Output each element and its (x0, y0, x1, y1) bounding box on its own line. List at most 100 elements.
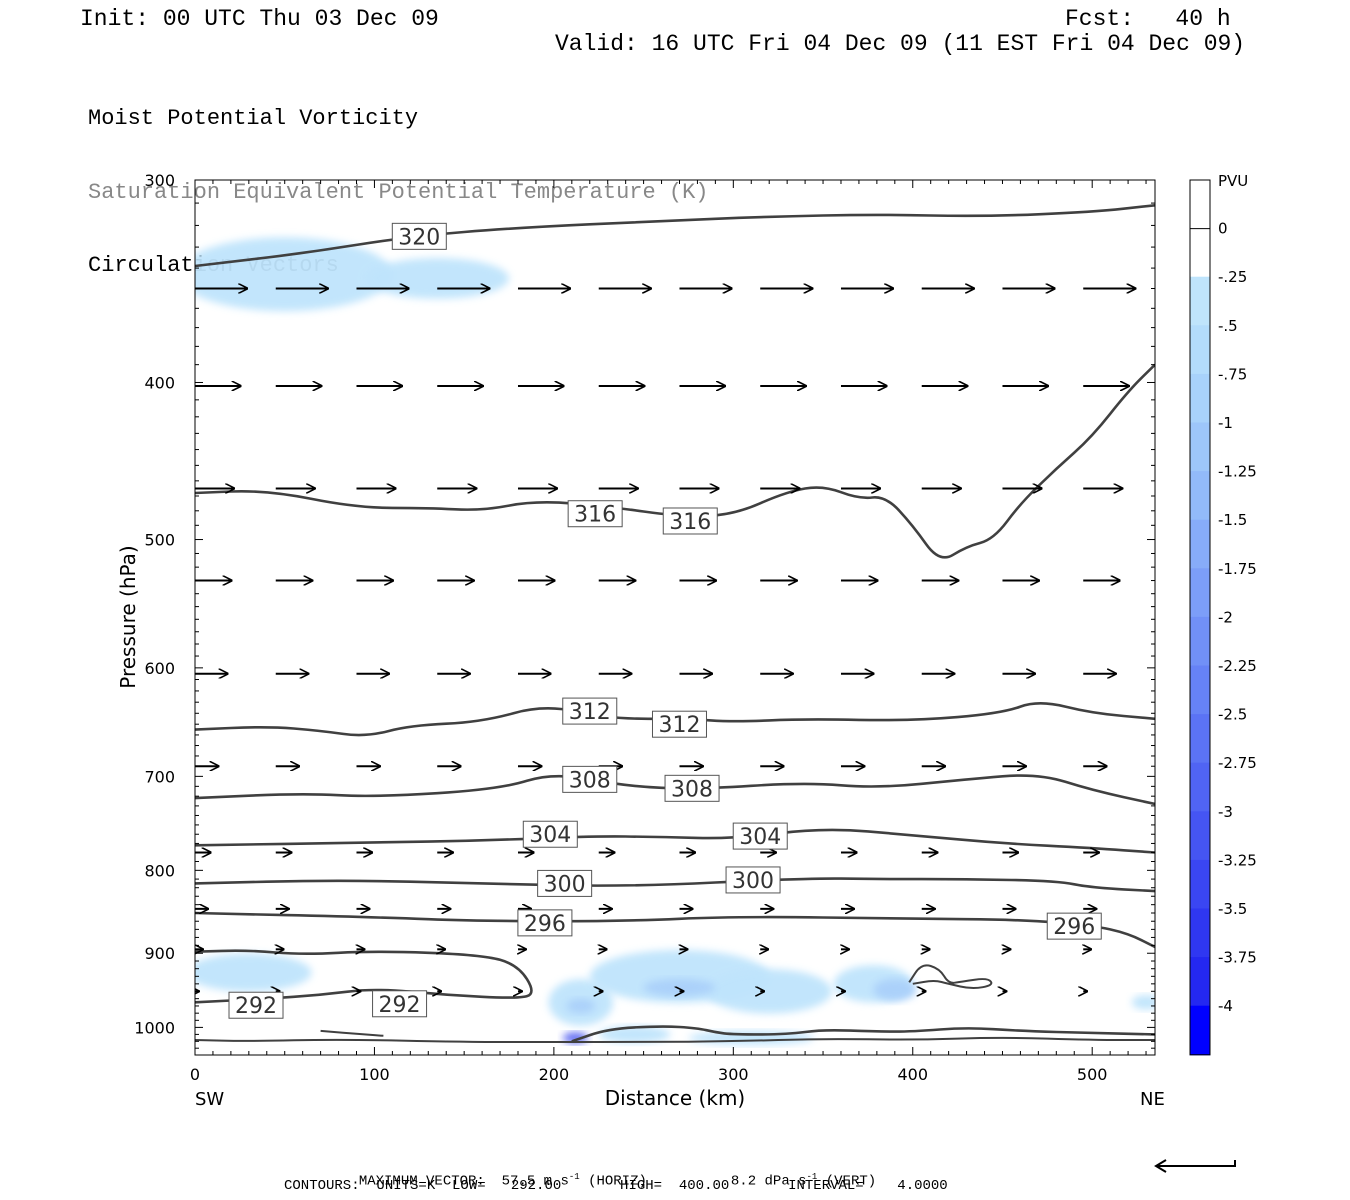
colorbar-label-5: -1.25 (1218, 463, 1257, 481)
contour-label-box (517, 909, 573, 937)
contour-label-text: 312 (569, 700, 611, 725)
max-vector-horiz-value: MAXIMUM VECTOR: 57.5 m s (358, 1173, 569, 1190)
colorbar-unit: PVU (1218, 172, 1248, 190)
field-pv: Moist Potential Vorticity (88, 106, 419, 131)
contour-label-box (664, 774, 720, 802)
contour-label-10: 300 (725, 866, 781, 894)
colorbar-swatch-12 (1189, 762, 1211, 813)
y-axis-title: Pressure (hPa) (116, 545, 140, 688)
pv-region-9 (1131, 995, 1155, 1010)
colorbar-swatch-15 (1189, 908, 1211, 959)
forecast-hour: Fcst: 40 h (1065, 6, 1231, 32)
axes: 0 100 200 300 400 500 300 400 500 600 700 800 900 100… (134, 171, 1155, 1084)
contour-300-5 (195, 877, 1155, 893)
colorbar-label-13: -3.25 (1218, 851, 1257, 869)
contour-info-line: CONTOURS: UNITS=K LOW= 292.00 HIGH= 400.… (284, 1178, 948, 1194)
contour-308-3 (195, 774, 1155, 806)
y-tick-label-5: 800 (144, 861, 175, 880)
contour-label-text: 316 (574, 503, 616, 528)
colorbar-label-6: -1.5 (1218, 511, 1247, 529)
contour-296-6 (195, 911, 1155, 949)
colorbar-label-1: -.25 (1218, 268, 1247, 286)
colorbar-swatch-1 (1190, 228, 1210, 278)
valid-time: Valid: 16 UTC Fri 04 Dec 09 (11 EST Fri … (555, 31, 1246, 57)
contour-304-4 (195, 828, 1155, 854)
contour-316-1 (195, 363, 1155, 559)
pv-region-10 (643, 978, 716, 997)
contour-label-8: 304 (732, 822, 788, 850)
contour-label-box (1046, 912, 1102, 940)
colorbar-label-11: -2.75 (1218, 754, 1257, 772)
y-tick-label-7: 1000 (134, 1018, 175, 1037)
reference-vector (1154, 1159, 1236, 1173)
contour-292-8 (195, 1036, 1155, 1044)
contour-label-box (391, 222, 447, 250)
contour-label-text: 320 (398, 225, 440, 250)
contour-label-1: 316 (567, 500, 623, 528)
max-vector-horiz-exp: -1 (568, 1172, 580, 1182)
contour-label-text: 312 (658, 713, 700, 738)
pv-region-1 (365, 257, 510, 299)
max-vector-horiz-label: (HORIZ) (588, 1173, 647, 1190)
theta-es-contours (195, 204, 1155, 1044)
contour-label-box (662, 507, 718, 535)
colorbar-label-9: -2.25 (1218, 657, 1257, 675)
colorbar-label-0: 0 (1218, 220, 1228, 238)
contour-label-9: 300 (537, 869, 593, 897)
contour-label-7: 304 (522, 820, 578, 848)
circulation-vectors (195, 288, 1216, 991)
contour-label-text: 296 (524, 912, 566, 937)
x-tick-label-5: 500 (1077, 1065, 1108, 1084)
y-tick-label-1: 400 (144, 373, 175, 392)
contour-320-0 (195, 204, 1155, 268)
colorbar-label-16: -4 (1218, 997, 1233, 1015)
colorbar-swatch-9 (1189, 616, 1211, 667)
y-tick-label-4: 700 (144, 767, 175, 786)
contour-292-11 (320, 1029, 384, 1037)
colorbar-label-12: -3 (1218, 803, 1233, 821)
pv-region-11 (566, 998, 596, 1014)
contour-label-12: 296 (1046, 912, 1102, 940)
x-tick-label-4: 400 (897, 1065, 928, 1084)
max-vector-vert-label: (VERT) (825, 1173, 877, 1190)
y-tick-label-2: 500 (144, 531, 175, 550)
contour-label-box (562, 697, 618, 725)
x-tick-label-0: 0 (190, 1065, 200, 1084)
colorbar-swatch-4 (1189, 373, 1211, 424)
colorbar-label-8: -2 (1218, 608, 1233, 626)
contour-label-text: 308 (671, 777, 713, 802)
reference-vector-arrowhead (1154, 1159, 1167, 1173)
colorbar-swatch-2 (1189, 276, 1211, 327)
colorbar-label-2: -.5 (1218, 317, 1238, 335)
contour-labels: 320 316 316 312 312 308 308 304 304 300 300 296 296 2… (228, 222, 1102, 1019)
colorbar-swatch-13 (1189, 811, 1211, 861)
colorbar-swatch-0 (1190, 180, 1210, 229)
contour-label-box (372, 990, 428, 1018)
colorbar-swatch-5 (1189, 422, 1211, 473)
contour-label-14: 292 (372, 990, 428, 1018)
y-tick-label-6: 900 (144, 944, 175, 963)
pv-region-2 (195, 953, 312, 992)
contour-label-text: 292 (235, 994, 277, 1019)
x-tick-label-3: 300 (718, 1065, 749, 1084)
colorbar-label-4: -1 (1218, 414, 1233, 432)
init-time: Init: 00 UTC Thu 03 Dec 09 (80, 6, 439, 32)
max-vector-vert-exp: -1 (806, 1172, 818, 1182)
y-tick-label-3: 600 (144, 659, 175, 678)
contour-label-2: 316 (662, 507, 718, 535)
colorbar-label-10: -2.5 (1218, 706, 1247, 724)
contour-label-text: 308 (569, 768, 611, 793)
colorbar-swatch-11 (1189, 714, 1211, 764)
contour-label-3: 312 (562, 697, 618, 725)
contour-label-text: 316 (669, 510, 711, 535)
y-tick-label-0: 300 (144, 171, 175, 190)
contour-label-box (228, 991, 284, 1019)
contour-label-text: 300 (732, 869, 774, 894)
pv-region-5 (706, 969, 833, 1014)
colorbar-swatch-3 (1189, 325, 1211, 375)
pv-region-13 (562, 1032, 588, 1044)
x-tick-label-1: 100 (359, 1065, 390, 1084)
contour-label-5: 308 (562, 765, 618, 793)
contour-label-box (651, 710, 707, 738)
